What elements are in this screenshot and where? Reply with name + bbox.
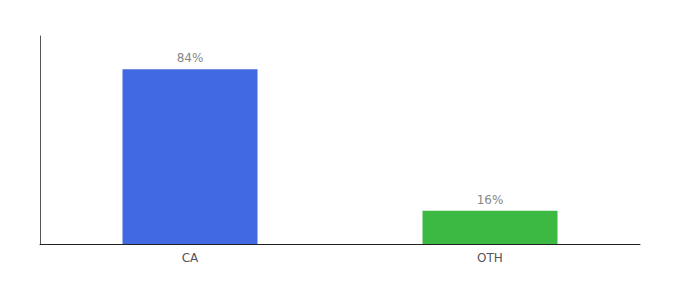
svg-text:16%: 16% — [477, 193, 504, 207]
svg-text:84%: 84% — [177, 51, 204, 65]
svg-text:CA: CA — [182, 251, 199, 265]
svg-text:OTH: OTH — [477, 251, 503, 265]
